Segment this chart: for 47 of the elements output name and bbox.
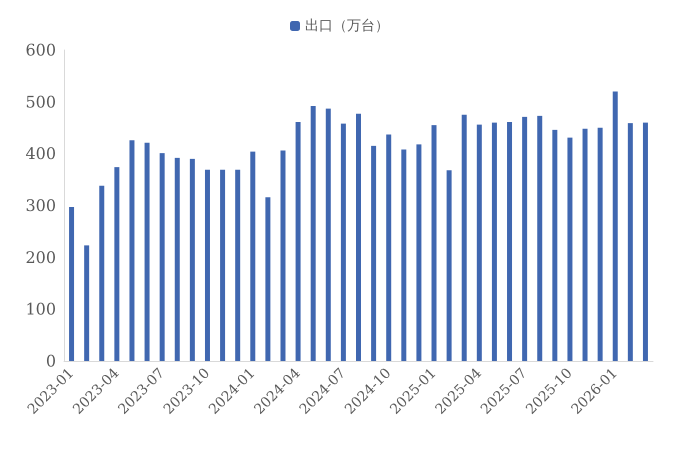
bar	[628, 123, 633, 361]
legend-label: 出口（万台）	[305, 18, 389, 34]
bar	[612, 91, 618, 361]
bar	[552, 130, 558, 361]
bar	[582, 128, 588, 361]
bar	[567, 138, 572, 361]
bar	[144, 142, 150, 361]
bar	[446, 170, 452, 361]
bar	[371, 146, 376, 361]
bar	[174, 158, 180, 361]
bar	[69, 207, 74, 361]
bar	[537, 116, 542, 361]
y-tick-label: 500	[25, 92, 56, 112]
y-tick-label: 400	[25, 144, 56, 164]
bar	[129, 140, 134, 361]
bar	[84, 245, 90, 361]
bar	[204, 170, 210, 361]
bar	[114, 167, 120, 361]
bar	[340, 124, 346, 361]
bar	[507, 122, 512, 361]
bar	[99, 186, 104, 361]
bar	[642, 122, 648, 361]
bar	[492, 122, 497, 361]
bar	[265, 197, 270, 361]
bar	[598, 128, 603, 361]
bar	[280, 150, 286, 361]
bar	[462, 114, 467, 361]
bar	[190, 158, 195, 361]
bar	[296, 122, 301, 361]
bar	[476, 124, 482, 361]
bar	[250, 152, 256, 361]
bar	[160, 153, 165, 361]
y-tick-label: 100	[25, 300, 56, 319]
y-tick-label: 0	[46, 352, 56, 370]
bar	[220, 170, 226, 361]
bar	[432, 125, 437, 361]
bar	[416, 144, 422, 361]
bar	[310, 106, 316, 361]
y-tick-label: 200	[25, 248, 56, 267]
bar	[401, 150, 406, 361]
bar	[235, 170, 240, 361]
bar	[356, 114, 361, 361]
y-tick-label: 300	[25, 196, 56, 215]
y-tick-label: 600	[25, 40, 56, 60]
bar	[522, 116, 528, 361]
bar	[326, 108, 331, 361]
bar	[386, 134, 392, 361]
